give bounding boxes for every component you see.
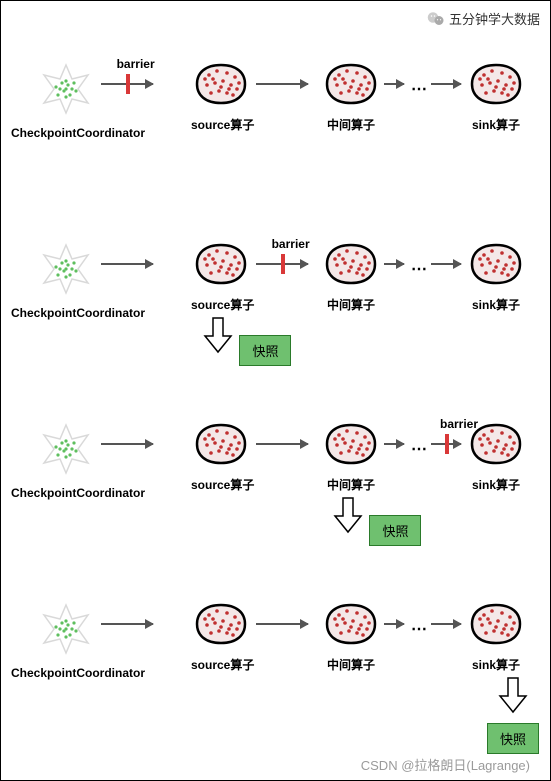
- source-label: source算子: [191, 296, 251, 313]
- snapshot-indicator: 快照: [331, 496, 421, 546]
- flow-arrow: [101, 623, 153, 625]
- source-node: source算子: [191, 601, 251, 673]
- snapshot-box: 快照: [487, 723, 539, 754]
- middle-label: 中间算子: [321, 656, 381, 673]
- flow-arrow: [384, 623, 404, 625]
- sink-label: sink算子: [466, 476, 526, 493]
- coordinator-label: CheckpointCoordinator: [11, 306, 121, 320]
- sink-label: sink算子: [466, 656, 526, 673]
- wechat-icon: [427, 10, 445, 28]
- middle-node: 中间算子: [321, 421, 381, 493]
- middle-node: 中间算子: [321, 601, 381, 673]
- barrier-label: barrier: [440, 417, 478, 431]
- flow-arrow: [101, 263, 153, 265]
- coordinator-label: CheckpointCoordinator: [11, 126, 121, 140]
- source-node: source算子: [191, 241, 251, 313]
- flow-arrow: [256, 83, 308, 85]
- source-label: source算子: [191, 656, 251, 673]
- source-node: source算子: [191, 61, 251, 133]
- diagram-row: CheckpointCoordinator source算子 中间算子 sink…: [1, 41, 550, 221]
- barrier-mark: [281, 254, 285, 274]
- ellipsis: ⋯: [411, 259, 429, 279]
- flow-arrow: barrier: [256, 263, 308, 265]
- sink-node: sink算子: [466, 241, 526, 313]
- flow-arrow: [101, 443, 153, 445]
- barrier-label: barrier: [117, 57, 155, 71]
- flow-arrow: [256, 623, 308, 625]
- snapshot-indicator: 快照: [201, 316, 291, 366]
- snapshot-box: 快照: [369, 515, 421, 546]
- sink-label: sink算子: [466, 116, 526, 133]
- watermark-top: 五分钟学大数据: [427, 9, 540, 28]
- flow-arrow: [431, 623, 461, 625]
- watermark-bottom: CSDN @拉格朗日(Lagrange): [361, 755, 530, 774]
- coordinator-node: CheckpointCoordinator: [11, 421, 121, 500]
- source-label: source算子: [191, 116, 251, 133]
- flow-arrow: barrier: [431, 443, 461, 445]
- middle-label: 中间算子: [321, 296, 381, 313]
- ellipsis: ⋯: [411, 619, 429, 639]
- coordinator-node: CheckpointCoordinator: [11, 61, 121, 140]
- middle-label: 中间算子: [321, 116, 381, 133]
- sink-node: sink算子: [466, 601, 526, 673]
- watermark-top-text: 五分钟学大数据: [449, 9, 540, 28]
- barrier-label: barrier: [272, 237, 310, 251]
- flow-arrow: [256, 443, 308, 445]
- coordinator-label: CheckpointCoordinator: [11, 666, 121, 680]
- diagram-row: CheckpointCoordinator source算子 中间算子 sink…: [1, 581, 550, 761]
- ellipsis: ⋯: [411, 79, 429, 99]
- diagram-row: CheckpointCoordinator source算子 中间算子 sink…: [1, 221, 550, 401]
- flow-arrow: [384, 443, 404, 445]
- coordinator-node: CheckpointCoordinator: [11, 241, 121, 320]
- barrier-mark: [445, 434, 449, 454]
- sink-node: sink算子: [466, 61, 526, 133]
- middle-node: 中间算子: [321, 241, 381, 313]
- source-node: source算子: [191, 421, 251, 493]
- sink-label: sink算子: [466, 296, 526, 313]
- source-label: source算子: [191, 476, 251, 493]
- snapshot-box: 快照: [239, 335, 291, 366]
- flow-arrow: barrier: [101, 83, 153, 85]
- diagram-row: CheckpointCoordinator source算子 中间算子 sink…: [1, 401, 550, 581]
- snapshot-indicator: 快照: [476, 676, 550, 754]
- coordinator-label: CheckpointCoordinator: [11, 486, 121, 500]
- sink-node: sink算子: [466, 421, 526, 493]
- flow-arrow: [431, 263, 461, 265]
- coordinator-node: CheckpointCoordinator: [11, 601, 121, 680]
- flow-arrow: [384, 263, 404, 265]
- barrier-mark: [126, 74, 130, 94]
- ellipsis: ⋯: [411, 439, 429, 459]
- flow-arrow: [431, 83, 461, 85]
- middle-node: 中间算子: [321, 61, 381, 133]
- middle-label: 中间算子: [321, 476, 381, 493]
- flow-arrow: [384, 83, 404, 85]
